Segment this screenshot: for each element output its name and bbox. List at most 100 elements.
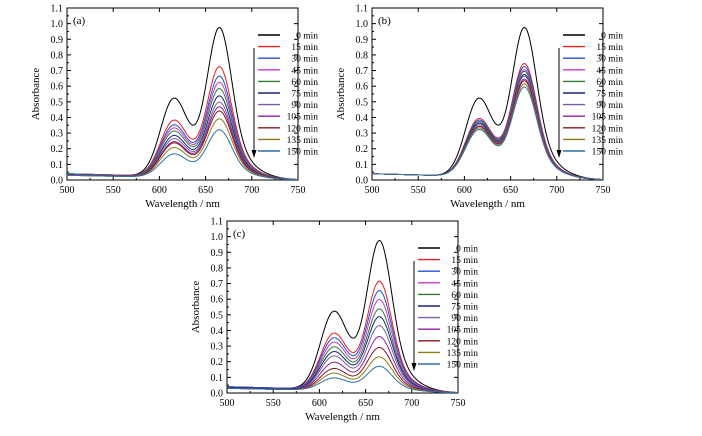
legend-label: 135 min <box>592 136 624 146</box>
y-tick-label: 0.2 <box>51 144 64 155</box>
series-line <box>227 316 458 393</box>
y-tick-label: 0.3 <box>356 129 369 140</box>
legend-label: 90 min <box>451 314 478 324</box>
series-line <box>227 325 458 393</box>
y-tick-label: 0.8 <box>211 263 224 274</box>
series-line <box>67 66 298 180</box>
legend-label: 150 min <box>447 361 479 371</box>
y-tick-label: 0.8 <box>51 50 64 61</box>
series-line <box>372 69 603 180</box>
x-tick-label: 750 <box>596 185 611 196</box>
legend-label: 30 min <box>291 55 318 65</box>
y-tick-label: 0.6 <box>51 82 64 93</box>
x-tick-label: 700 <box>549 185 564 196</box>
x-tick-label: 700 <box>404 398 419 409</box>
legend-label: 15 min <box>291 43 318 53</box>
series-line <box>372 66 603 180</box>
x-tick-label: 650 <box>198 185 213 196</box>
legend-label: 15 min <box>596 43 623 53</box>
legend-label: 0 min <box>296 32 318 42</box>
chart-panel: 0.0 0.1 0.2 0.3 0.4 0.5 0.6 0.7 0.8 0.9 1.0 1.1 500 5… <box>335 4 623 211</box>
series-line <box>372 86 603 180</box>
chart-panel: 0.0 0.1 0.2 0.3 0.4 0.5 0.6 0.7 0.8 0.9 1.0 1.1 500 5… <box>190 217 478 424</box>
y-tick-label: 0.0 <box>51 176 64 187</box>
y-tick-label: 0.3 <box>211 342 224 353</box>
legend-label: 60 min <box>451 291 478 301</box>
y-tick-label: 0.3 <box>51 129 64 140</box>
legend-label: 135 min <box>447 349 479 359</box>
y-tick-label: 1.0 <box>356 19 369 30</box>
series-line <box>227 239 458 393</box>
legend-label: 150 min <box>592 148 624 158</box>
x-tick-label: 500 <box>365 185 380 196</box>
y-tick-label: 0.4 <box>356 113 369 124</box>
x-tick-label: 750 <box>291 185 306 196</box>
y-tick-label: 0.7 <box>356 66 369 77</box>
y-tick-label: 0.4 <box>211 326 224 337</box>
legend-label: 105 min <box>287 113 319 123</box>
panel-label: (b) <box>378 15 391 27</box>
y-tick-label: 0.1 <box>211 373 224 384</box>
x-axis-title: Wavelength / nm <box>305 411 380 423</box>
legend-label: 60 min <box>291 78 318 88</box>
legend-label: 15 min <box>451 256 478 266</box>
legend-label: 105 min <box>592 113 624 123</box>
y-tick-label: 0.5 <box>51 97 64 108</box>
plot-frame <box>66 7 299 181</box>
panel-label: (a) <box>73 15 86 27</box>
series-line <box>67 129 298 180</box>
y-tick-label: 0.9 <box>211 248 224 259</box>
legend-label: 30 min <box>596 55 623 65</box>
legend-label: 120 min <box>592 124 624 134</box>
y-tick-label: 1.1 <box>51 4 64 15</box>
plot-frame <box>371 7 604 181</box>
legend-label: 0 min <box>456 245 478 255</box>
legend-label: 30 min <box>451 268 478 278</box>
y-tick-label: 0.5 <box>356 97 369 108</box>
y-tick-label: 0.2 <box>211 357 224 368</box>
series-line <box>227 290 458 393</box>
series-line <box>227 365 458 393</box>
x-tick-label: 650 <box>358 398 373 409</box>
decay-arrow-head <box>556 150 562 158</box>
legend-label: 60 min <box>596 78 623 88</box>
legend-label: 75 min <box>451 303 478 313</box>
x-tick-label: 700 <box>244 185 259 196</box>
x-tick-label: 750 <box>451 398 466 409</box>
legend-label: 75 min <box>291 90 318 100</box>
plot-frame <box>226 220 459 394</box>
x-tick-label: 550 <box>106 185 121 196</box>
y-tick-label: 1.1 <box>356 4 369 15</box>
series-line <box>67 87 298 180</box>
y-tick-label: 0.7 <box>51 66 64 77</box>
legend-label: 45 min <box>451 279 478 289</box>
x-axis-title: Wavelength / nm <box>145 198 220 210</box>
y-tick-label: 0.7 <box>211 279 224 290</box>
x-tick-label: 500 <box>60 185 75 196</box>
legend-label: 120 min <box>447 337 479 347</box>
y-tick-label: 0.6 <box>356 82 369 93</box>
y-axis-title: Absorbance <box>335 68 347 121</box>
y-tick-label: 0.1 <box>51 160 64 171</box>
y-tick-label: 0.4 <box>51 113 64 124</box>
y-tick-label: 0.9 <box>356 35 369 46</box>
x-tick-label: 600 <box>152 185 167 196</box>
y-tick-label: 0.0 <box>356 176 369 187</box>
legend-label: 90 min <box>596 101 623 111</box>
legend-label: 90 min <box>291 101 318 111</box>
y-tick-label: 0.2 <box>356 144 369 155</box>
y-tick-label: 1.1 <box>211 217 224 228</box>
x-tick-label: 600 <box>312 398 327 409</box>
x-axis-title: Wavelength / nm <box>450 198 525 210</box>
legend-label: 135 min <box>287 136 319 146</box>
series-line <box>67 110 298 180</box>
decay-arrow-head <box>251 150 257 158</box>
y-axis-title: Absorbance <box>190 281 202 334</box>
x-tick-label: 600 <box>457 185 472 196</box>
chart-panel: 0.0 0.1 0.2 0.3 0.4 0.5 0.6 0.7 0.8 0.9 1.0 1.1 500 5… <box>30 4 318 211</box>
legend-label: 105 min <box>447 326 479 336</box>
x-tick-label: 500 <box>220 398 235 409</box>
series-line <box>227 298 458 393</box>
y-tick-label: 0.5 <box>211 310 224 321</box>
